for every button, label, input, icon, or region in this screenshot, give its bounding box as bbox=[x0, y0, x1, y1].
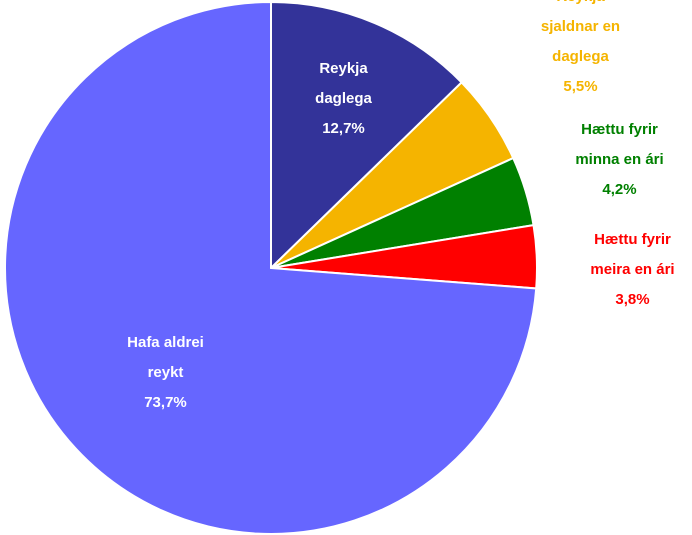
pie-slice bbox=[270, 0, 464, 271]
category-label: Hættu fyrir meira en ári bbox=[590, 231, 675, 278]
slice-label: Reykja daglega 12,7% bbox=[291, 54, 396, 144]
value-label: 4,2% bbox=[602, 181, 637, 198]
slice-label: Hættu fyrir minna en ári 4,2% bbox=[567, 115, 672, 205]
category-label: Reykja sjaldnar en daglega bbox=[540, 0, 621, 65]
slice-label: Reykja sjaldnar en daglega 5,5% bbox=[528, 0, 633, 102]
category-label: Reykja daglega bbox=[315, 60, 372, 107]
category-label: Hættu fyrir minna en ári bbox=[575, 121, 664, 168]
value-label: 73,7% bbox=[144, 394, 187, 411]
value-label: 12,7% bbox=[322, 120, 365, 137]
pie-slice bbox=[4, 0, 538, 535]
slice-label: Hættu fyrir meira en ári 3,8% bbox=[580, 225, 685, 315]
value-label: 5,5% bbox=[563, 78, 598, 95]
value-label: 3,8% bbox=[615, 291, 650, 308]
category-label: Hafa aldrei reykt bbox=[127, 334, 204, 381]
slice-label: Hafa aldrei reykt 73,7% bbox=[113, 328, 218, 418]
